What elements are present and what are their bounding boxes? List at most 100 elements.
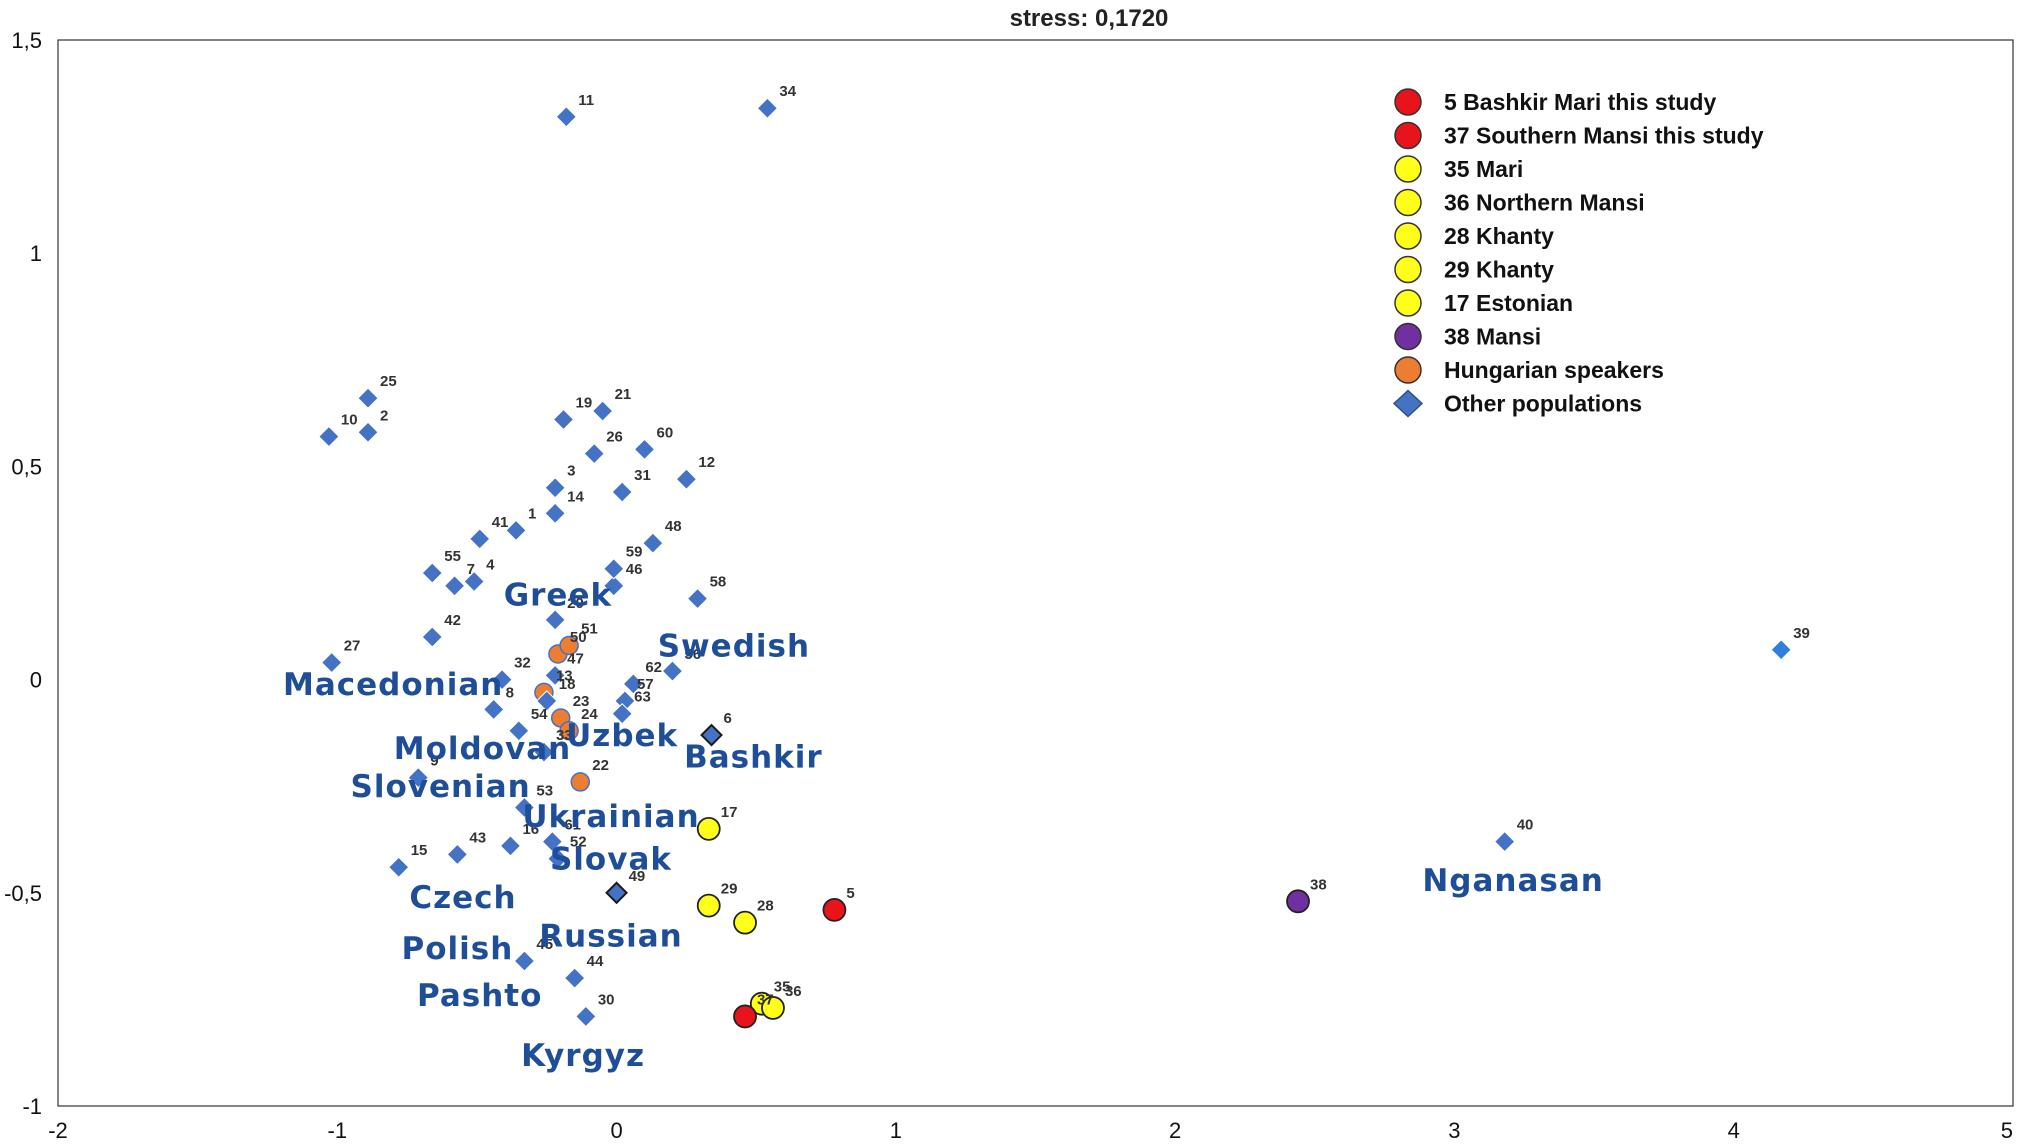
data-point (508, 720, 530, 742)
data-point (622, 673, 645, 695)
population-label: Czech (409, 880, 516, 916)
population-label: Macedonian (283, 667, 503, 703)
point-label: 16 (522, 821, 539, 838)
legend-label: 37 Southern Mansi this study (1444, 123, 1764, 149)
point-label: 42 (444, 612, 461, 629)
data-point (544, 664, 566, 687)
plot-frame (57, 39, 2014, 1107)
data-point (1286, 889, 1310, 914)
data-point (446, 843, 469, 866)
population-label: Moldovan (394, 731, 571, 767)
x-tick-label: 5 (2001, 1118, 2013, 1143)
x-tick-label: 0 (610, 1118, 622, 1143)
data-point (541, 830, 564, 853)
data-point (700, 723, 723, 747)
point-label: 48 (665, 518, 682, 535)
point-label: 13 (556, 667, 573, 684)
data-point (320, 651, 343, 674)
data-point (555, 106, 578, 128)
point-label: 60 (657, 424, 674, 441)
legend-marker (1394, 322, 1422, 351)
legend-marker (1394, 255, 1422, 284)
data-point (661, 660, 684, 682)
x-axis-ticks: -2 -1 0 1 2 3 4 5 (48, 1118, 2013, 1143)
point-label: 36 (785, 983, 802, 1000)
point-label: 38 (1310, 876, 1327, 893)
point-label: 52 (570, 834, 587, 851)
population-labels: Greek Swedish Macedonian MoldovanUzbekBashk… (283, 577, 1603, 1074)
legend-marker (1392, 389, 1424, 418)
data-point (583, 442, 605, 465)
legend-marker (1394, 121, 1422, 150)
data-point (482, 698, 505, 721)
data-point (563, 967, 586, 989)
population-label: Ukrainian (522, 799, 699, 835)
data-point (575, 1005, 597, 1028)
data-point (733, 1004, 757, 1029)
point-label: 49 (629, 868, 646, 885)
data-point (544, 609, 566, 631)
legend-label: 28 Khanty (1444, 223, 1554, 249)
legend-marker (1394, 188, 1422, 217)
data-point (570, 772, 591, 792)
point-label: 57 (637, 676, 654, 693)
point-label: 9 (430, 753, 438, 770)
data-point (1493, 830, 1516, 853)
x-tick-label: 3 (1448, 1118, 1460, 1143)
point-label: 54 (531, 706, 548, 723)
data-point (591, 400, 614, 422)
data-point (388, 856, 410, 878)
legend-marker (1394, 356, 1422, 384)
legend-label: 35 Mari (1444, 156, 1523, 182)
data-point (491, 668, 513, 691)
point-label: 3 (567, 463, 575, 480)
point-label: 58 (710, 574, 727, 591)
point-label: 6 (724, 710, 732, 727)
data-point (421, 626, 443, 648)
population-label: Uzbek (566, 718, 678, 754)
point-label: 8 (506, 684, 514, 701)
legend-label: 36 Northern Mansi (1444, 190, 1645, 216)
data-point (536, 690, 558, 712)
legend-marker (1394, 289, 1422, 317)
legend-label: Hungarian speakers (1444, 357, 1664, 383)
data-point (696, 893, 721, 918)
point-label: 22 (592, 757, 609, 774)
y-tick-label: 1,5 (11, 28, 42, 53)
point-label: 55 (444, 548, 461, 565)
point-label: 56 (684, 646, 701, 663)
data-point (686, 587, 709, 610)
x-tick-label: -2 (48, 1118, 68, 1143)
population-label: Russian (539, 918, 682, 954)
point-label: 19 (576, 394, 593, 411)
data-point (696, 816, 721, 841)
point-label: 39 (1793, 625, 1810, 642)
population-label: Nganasan (1422, 863, 1603, 899)
legend-label: 38 Mansi (1444, 324, 1541, 350)
data-point (357, 421, 379, 443)
point-label: 62 (645, 659, 662, 676)
legend: 5 Bashkir Mari this study 37 Southern Man… (1392, 88, 1764, 418)
population-label: Swedish (658, 628, 810, 664)
population-label: Bashkir (684, 739, 823, 775)
point-label: 17 (721, 804, 738, 821)
point-label: 31 (634, 467, 651, 484)
point-label: 47 (567, 650, 584, 667)
point-label: 12 (698, 454, 715, 471)
point-label: 20 (567, 595, 584, 612)
point-label: 27 (344, 638, 361, 655)
data-point (675, 468, 698, 490)
legend-marker (1394, 155, 1422, 183)
point-label: 1 (528, 505, 536, 522)
data-point (463, 570, 485, 593)
population-label: Polish (401, 931, 513, 967)
point-label: 10 (341, 412, 358, 429)
y-tick-label: 0 (30, 668, 42, 693)
y-tick-label: -1 (22, 1094, 42, 1119)
point-label: 29 (721, 881, 738, 898)
point-labels: 1234567891011121314151617181920212223242… (341, 83, 1810, 1008)
point-label: 25 (380, 373, 397, 390)
point-label: 45 (536, 936, 553, 953)
point-label: 21 (615, 386, 632, 403)
